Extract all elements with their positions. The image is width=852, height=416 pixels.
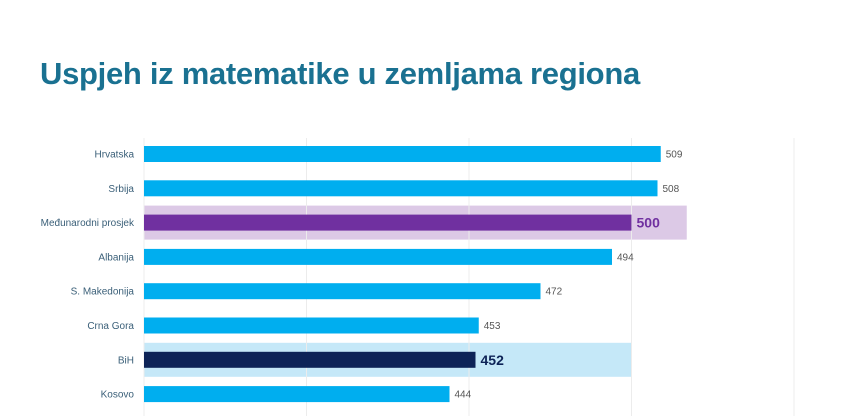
category-label: Međunarodni prosjek bbox=[41, 218, 135, 229]
data-label: 508 bbox=[663, 184, 680, 195]
bar bbox=[144, 146, 661, 162]
data-label: 494 bbox=[617, 252, 634, 263]
chart-title: Uspjeh iz matematike u zemljama regiona bbox=[40, 56, 640, 91]
bar bbox=[144, 283, 541, 300]
category-label: S. Makedonija bbox=[71, 287, 135, 298]
bar bbox=[144, 386, 450, 403]
data-label: 472 bbox=[546, 287, 563, 298]
category-label: Srbija bbox=[108, 184, 134, 195]
bar bbox=[144, 248, 612, 265]
data-label: 453 bbox=[484, 321, 501, 332]
category-label: Crna Gora bbox=[87, 321, 134, 332]
data-label: 452 bbox=[481, 352, 505, 368]
data-label: 509 bbox=[666, 150, 683, 161]
category-label: BiH bbox=[118, 355, 134, 366]
category-label: Albanija bbox=[98, 252, 134, 263]
bar bbox=[144, 214, 632, 231]
bar bbox=[144, 180, 658, 197]
bar bbox=[144, 317, 479, 334]
data-label: 500 bbox=[637, 215, 661, 231]
bar bbox=[144, 351, 476, 368]
category-label: Hrvatska bbox=[95, 150, 135, 161]
data-label: 444 bbox=[455, 390, 472, 401]
category-label: Kosovo bbox=[101, 390, 135, 401]
